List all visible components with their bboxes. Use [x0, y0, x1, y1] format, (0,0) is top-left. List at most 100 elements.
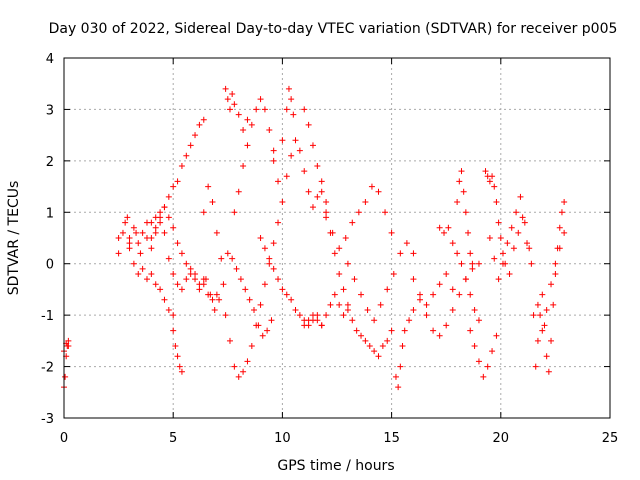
data-point: [261, 245, 268, 252]
data-point: [349, 219, 356, 226]
data-point: [499, 260, 506, 267]
data-point: [62, 373, 69, 380]
data-point: [362, 337, 369, 344]
data-point: [486, 235, 493, 241]
series-seg-aa: [532, 199, 568, 375]
data-point: [174, 240, 181, 247]
data-point: [515, 229, 522, 236]
data-point: [157, 219, 164, 226]
data-point: [543, 307, 550, 313]
data-point: [556, 245, 563, 252]
data-point: [467, 250, 474, 257]
series-seg-g: [170, 327, 185, 375]
data-point: [178, 163, 185, 169]
data-point: [213, 291, 220, 298]
data-point: [283, 173, 290, 180]
data-point: [548, 337, 555, 344]
data-point: [497, 235, 504, 241]
data-point: [240, 368, 247, 375]
data-point: [288, 296, 295, 303]
y-tick-label: -2: [41, 361, 54, 376]
data-point: [296, 147, 303, 154]
data-point: [200, 209, 207, 216]
data-point: [534, 301, 541, 308]
data-point: [449, 240, 456, 247]
data-point: [178, 286, 185, 293]
data-point: [165, 214, 172, 221]
data-point: [543, 353, 550, 360]
data-point: [388, 327, 395, 334]
data-point: [526, 245, 533, 252]
data-point: [499, 250, 506, 257]
data-point: [331, 291, 338, 298]
data-point: [275, 178, 282, 185]
data-point: [528, 260, 535, 267]
data-point: [561, 229, 568, 236]
data-point: [174, 281, 181, 288]
data-point: [517, 193, 524, 200]
data-point: [475, 317, 482, 324]
data-point: [259, 332, 266, 339]
data-point: [482, 168, 489, 175]
data-point: [126, 235, 133, 241]
y-tick-label: 1: [46, 206, 54, 221]
data-point: [165, 255, 172, 262]
series-seg-d: [115, 204, 220, 303]
data-point: [541, 322, 548, 329]
data-point: [292, 137, 299, 144]
data-point: [475, 358, 482, 365]
data-point: [395, 384, 402, 391]
data-point: [183, 260, 190, 267]
data-point: [410, 276, 417, 283]
data-point: [285, 85, 292, 92]
data-point: [550, 301, 557, 308]
data-point: [133, 229, 140, 236]
data-point: [196, 286, 203, 293]
data-point: [552, 260, 559, 267]
data-point: [218, 255, 225, 262]
data-point: [261, 281, 268, 288]
series-seg-m: [224, 250, 275, 339]
y-tick-label: 2: [46, 155, 54, 170]
x-tick-label: 15: [383, 431, 400, 446]
data-point: [530, 312, 537, 319]
data-point: [392, 373, 399, 380]
data-point: [202, 276, 209, 283]
data-point: [139, 229, 146, 236]
data-point: [445, 224, 452, 231]
data-point: [416, 291, 423, 298]
series-seg-w: [454, 168, 476, 267]
data-point: [240, 163, 247, 169]
data-point: [178, 368, 185, 375]
data-point: [152, 214, 159, 221]
data-point: [491, 255, 498, 262]
data-point: [275, 219, 282, 226]
data-point: [366, 343, 373, 349]
data-point: [170, 271, 177, 277]
data-point: [309, 142, 316, 149]
data-point: [268, 317, 275, 324]
y-axis-label: SDTVAR / TECUs: [6, 181, 22, 296]
data-point: [170, 224, 177, 231]
data-point: [209, 296, 216, 303]
data-point: [222, 85, 229, 92]
data-point: [454, 250, 461, 257]
data-point: [240, 127, 247, 133]
data-point: [486, 178, 493, 185]
data-point: [130, 224, 137, 231]
data-point: [257, 301, 264, 308]
plot-border: [63, 57, 611, 419]
y-tick-label: -3: [41, 412, 54, 427]
data-point: [161, 296, 168, 303]
data-point: [456, 291, 463, 298]
series-seg-r: [323, 183, 395, 252]
data-point: [135, 240, 142, 247]
data-point: [537, 312, 544, 319]
data-point: [467, 327, 474, 334]
data-point: [283, 106, 290, 113]
data-point: [384, 337, 391, 344]
data-point: [397, 250, 404, 257]
data-point: [340, 312, 347, 319]
data-point: [362, 199, 369, 205]
data-point: [314, 317, 321, 324]
